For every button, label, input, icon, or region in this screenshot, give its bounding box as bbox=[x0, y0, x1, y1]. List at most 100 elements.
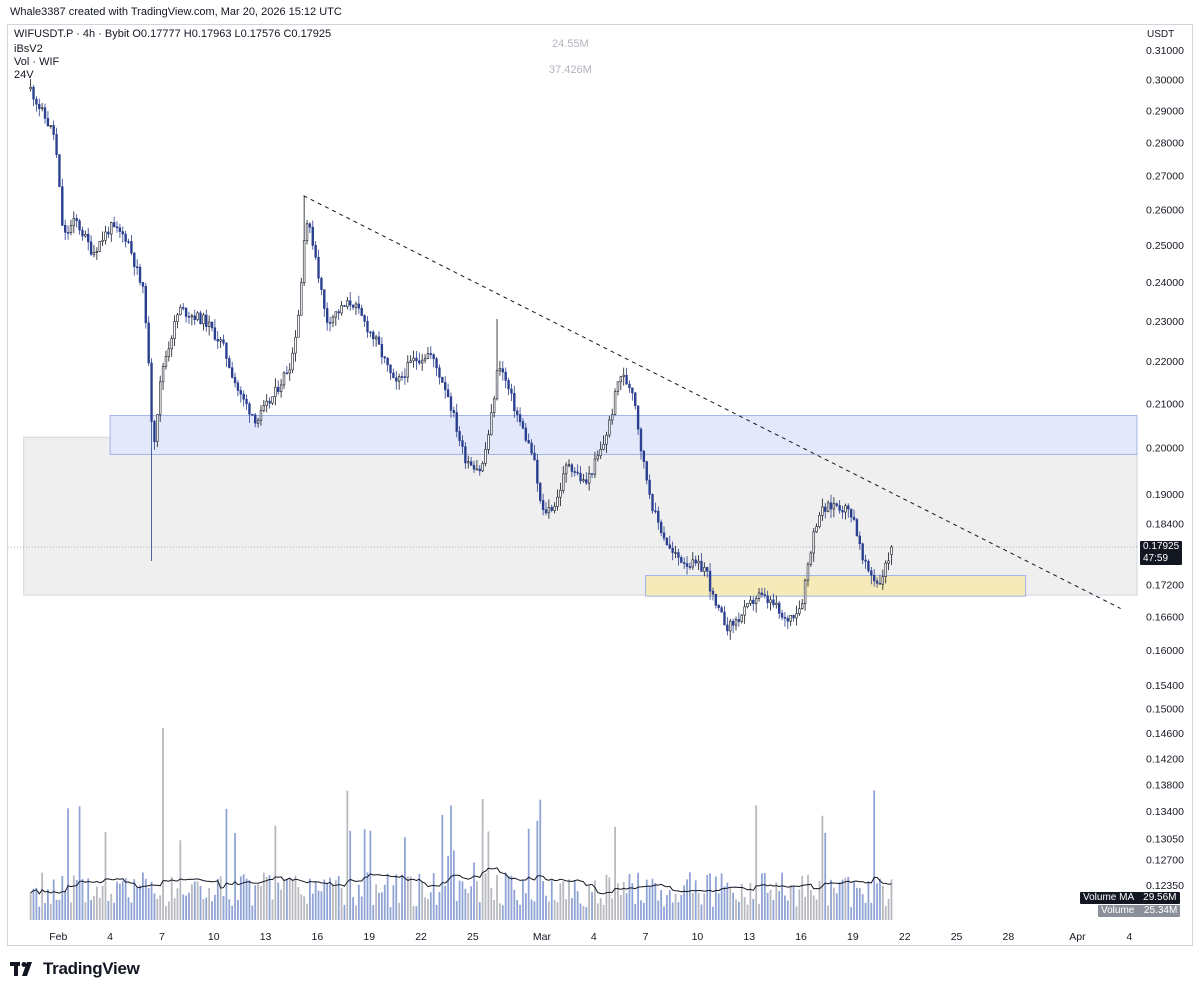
price-tick-label[interactable]: 0.26000 bbox=[1146, 205, 1184, 217]
price-tick-label[interactable]: 0.13050 bbox=[1146, 833, 1184, 845]
volume-bar bbox=[415, 906, 418, 920]
volume-bar bbox=[717, 893, 720, 920]
candle-body bbox=[562, 473, 565, 491]
volume-bar bbox=[550, 880, 553, 920]
time-tick-label[interactable]: 13 bbox=[260, 931, 272, 943]
price-tick-label[interactable]: 0.20000 bbox=[1146, 443, 1184, 455]
candle-body bbox=[161, 366, 165, 383]
volume-bar bbox=[64, 890, 67, 920]
time-tick-label[interactable]: 16 bbox=[795, 931, 807, 943]
candle-body bbox=[415, 357, 418, 362]
volume-bar bbox=[352, 897, 354, 920]
price-tick-label[interactable]: 0.29000 bbox=[1146, 106, 1184, 118]
time-tick-label[interactable]: Feb bbox=[49, 931, 67, 943]
price-tick-label[interactable]: 0.25000 bbox=[1146, 240, 1184, 252]
time-tick-label[interactable]: 22 bbox=[899, 931, 911, 943]
time-tick-label[interactable]: 25 bbox=[467, 931, 479, 943]
time-tick-label[interactable]: 4 bbox=[591, 931, 597, 943]
volume-bar bbox=[444, 885, 447, 920]
volume-bar bbox=[317, 890, 320, 920]
time-tick-label[interactable]: 10 bbox=[208, 931, 220, 943]
volume-bar bbox=[602, 904, 605, 920]
candle-body bbox=[521, 421, 525, 429]
price-tick-label[interactable]: 0.30000 bbox=[1146, 75, 1184, 87]
candle-body bbox=[559, 490, 562, 498]
candle-body bbox=[636, 405, 640, 430]
price-tick-label[interactable]: 0.19000 bbox=[1146, 489, 1184, 501]
price-tick-label[interactable]: 0.12350 bbox=[1146, 880, 1184, 892]
price-tick-label[interactable]: 0.15000 bbox=[1146, 704, 1184, 716]
price-chart[interactable]: 0.31000 0.30000 0.29000 0.28000 0.27000 0.260… bbox=[0, 0, 1200, 946]
volume-bar bbox=[873, 790, 876, 920]
volume-bar bbox=[743, 897, 746, 920]
volume-bar bbox=[844, 877, 847, 920]
range-band[interactable] bbox=[23, 436, 1138, 596]
price-tick-label[interactable]: 0.21000 bbox=[1146, 398, 1184, 410]
time-tick-label[interactable]: 19 bbox=[847, 931, 859, 943]
candle-body bbox=[118, 227, 122, 232]
price-tick-label[interactable]: 0.22000 bbox=[1146, 356, 1184, 368]
candle-body bbox=[570, 464, 574, 472]
time-tick-label[interactable]: 10 bbox=[692, 931, 704, 943]
volume-bar bbox=[720, 873, 723, 920]
candle-body bbox=[75, 218, 78, 222]
price-tick-label[interactable]: 0.14200 bbox=[1146, 753, 1184, 765]
price-tick-label[interactable]: 0.13800 bbox=[1146, 779, 1184, 791]
time-tick-label[interactable]: 7 bbox=[643, 931, 649, 943]
time-tick-label[interactable]: Apr bbox=[1069, 931, 1086, 943]
price-tick-label[interactable]: 0.17200 bbox=[1146, 579, 1184, 591]
tradingview-logo[interactable]: TradingView bbox=[10, 958, 140, 980]
time-tick-label[interactable]: 25 bbox=[951, 931, 963, 943]
symbol-legend[interactable]: WIFUSDT.P · 4h · Bybit O0.17777 H0.17963… bbox=[14, 28, 332, 40]
price-tick-label[interactable]: 0.24000 bbox=[1146, 277, 1184, 289]
price-tick-label[interactable]: 0.18400 bbox=[1146, 518, 1184, 530]
time-tick-label[interactable]: 19 bbox=[363, 931, 375, 943]
supply-zone[interactable] bbox=[109, 415, 1138, 455]
time-tick-label[interactable]: Mar bbox=[533, 931, 552, 943]
candle-body bbox=[357, 303, 361, 309]
indicator-legend-volume[interactable]: Vol · WIF bbox=[14, 56, 60, 68]
candle-body bbox=[207, 321, 211, 327]
volume-bar bbox=[631, 883, 634, 920]
price-tick-label[interactable]: 0.27000 bbox=[1146, 170, 1184, 182]
candle-body bbox=[164, 356, 168, 367]
candle-body bbox=[46, 118, 50, 127]
time-tick-label[interactable]: 4 bbox=[107, 931, 113, 943]
candle-body bbox=[832, 503, 836, 510]
time-tick-label[interactable]: 7 bbox=[159, 931, 165, 943]
candle-body bbox=[423, 358, 427, 361]
price-tick-label[interactable]: 0.12700 bbox=[1146, 855, 1184, 867]
currency-label[interactable]: USDT bbox=[1147, 29, 1175, 40]
volume-ma-tag: Volume MA 29.56M bbox=[1080, 892, 1180, 904]
price-tick-label[interactable]: 0.14600 bbox=[1146, 728, 1184, 740]
volume-bar bbox=[47, 889, 49, 920]
candle-body bbox=[432, 354, 435, 360]
price-tick-label[interactable]: 0.16000 bbox=[1146, 645, 1184, 657]
time-tick-label[interactable]: 4 bbox=[1126, 931, 1132, 943]
candle-body bbox=[78, 220, 81, 231]
volume-bar bbox=[257, 884, 259, 920]
candle-body bbox=[461, 440, 464, 447]
demand-zone[interactable] bbox=[645, 575, 1027, 597]
indicator-legend-24v[interactable]: 24V bbox=[14, 69, 34, 81]
volume-bar bbox=[677, 902, 680, 920]
volume-bar bbox=[553, 900, 556, 920]
candle-body bbox=[349, 300, 352, 306]
time-tick-label[interactable]: 22 bbox=[415, 931, 427, 943]
time-tick-label[interactable]: 28 bbox=[1003, 931, 1015, 943]
volume-bar bbox=[539, 799, 542, 920]
candle-body bbox=[729, 620, 732, 632]
descending-trendline[interactable] bbox=[303, 195, 1121, 609]
time-tick-label[interactable]: 13 bbox=[743, 931, 755, 943]
time-tick-label[interactable]: 16 bbox=[312, 931, 324, 943]
price-tick-label[interactable]: 0.13400 bbox=[1146, 806, 1184, 818]
candle-body bbox=[682, 562, 686, 564]
price-tick-label[interactable]: 0.31000 bbox=[1146, 45, 1184, 57]
volume-bar bbox=[32, 888, 35, 920]
price-tick-label[interactable]: 0.23000 bbox=[1146, 316, 1184, 328]
price-tick-label[interactable]: 0.15400 bbox=[1146, 680, 1184, 692]
price-tick-label[interactable]: 0.16600 bbox=[1146, 612, 1184, 624]
indicator-legend-ibsv2[interactable]: iBsV2 bbox=[14, 43, 43, 55]
price-tick-label[interactable]: 0.28000 bbox=[1146, 137, 1184, 149]
volume-bar bbox=[139, 885, 141, 920]
